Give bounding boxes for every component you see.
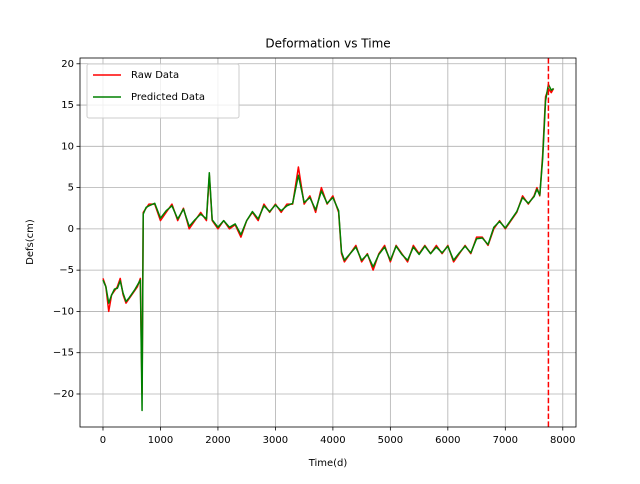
y-tick-label: −20: [53, 389, 74, 400]
x-tick-label: 5000: [378, 435, 403, 446]
y-tick-label: 5: [68, 183, 74, 194]
y-tick-label: −5: [59, 265, 74, 276]
x-tick-label: 6000: [435, 435, 460, 446]
y-axis-label: Defs(cm): [25, 219, 36, 265]
legend: Raw Data Predicted Data: [86, 63, 240, 119]
y-tick-label: −15: [53, 348, 74, 359]
x-tick-label: 2000: [205, 435, 230, 446]
legend-label: Predicted Data: [131, 92, 205, 103]
x-tick-label: 1000: [148, 435, 173, 446]
plot-frame: [79, 57, 577, 428]
legend-box: [86, 63, 240, 119]
chart-title: Deformation vs Time: [265, 37, 390, 51]
y-tick-label: −10: [53, 306, 74, 317]
legend-label: Raw Data: [131, 70, 179, 81]
y-tick-label: 15: [61, 100, 74, 111]
data-line: [102, 83, 555, 412]
x-tick-label: 3000: [263, 435, 288, 446]
y-tick-label: 0: [68, 224, 74, 235]
x-axis-label: Time(d): [308, 458, 348, 469]
y-tick-label: 10: [61, 141, 74, 152]
x-tick-label: 0: [100, 435, 106, 446]
x-tick-label: 8000: [550, 435, 575, 446]
x-tick-label: 4000: [320, 435, 345, 446]
x-tick-label: 7000: [493, 435, 518, 446]
y-tick-label: 20: [61, 59, 74, 70]
